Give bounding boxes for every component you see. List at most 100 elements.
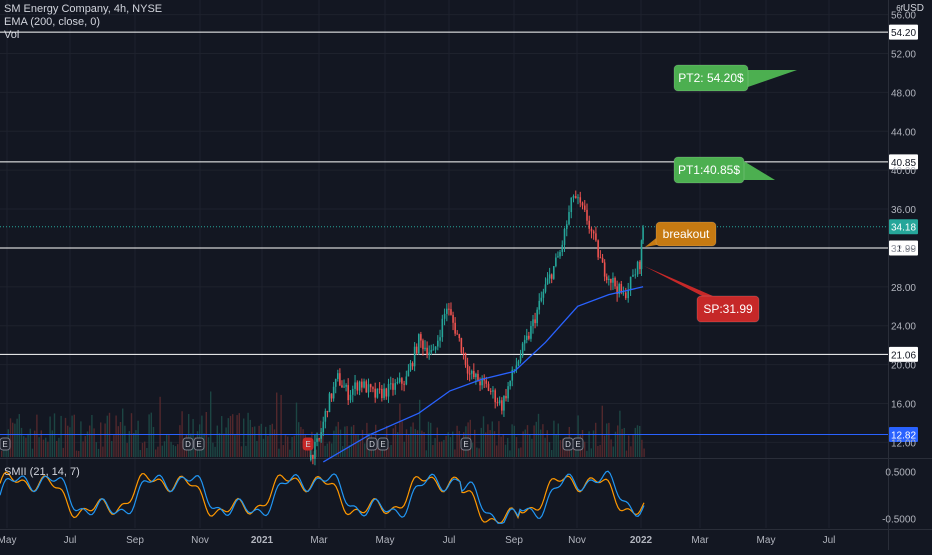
volume-bar xyxy=(177,444,179,457)
ema-200-line xyxy=(322,286,644,463)
ema-indicator-label[interactable]: EMA (200, close, 0) xyxy=(4,16,100,28)
volume-bar xyxy=(227,418,229,457)
volume-bar xyxy=(599,444,601,457)
candle-body xyxy=(458,334,461,339)
y-tick-label: 16.00 xyxy=(891,400,916,411)
candle-body xyxy=(492,390,494,392)
volume-bar xyxy=(168,435,170,457)
currency-prefix: 6f xyxy=(896,4,903,13)
volume-bar xyxy=(535,421,537,457)
candle-body xyxy=(536,309,538,324)
volume-bar xyxy=(20,427,23,457)
volume-bar xyxy=(133,433,135,457)
volume-indicator-label[interactable]: Vol xyxy=(4,29,20,41)
event-marker-label: E xyxy=(2,440,7,449)
candle-body xyxy=(318,438,320,440)
volume-bar xyxy=(262,438,265,457)
candle-body xyxy=(577,197,579,199)
candle-body xyxy=(464,353,467,365)
smii-tick-label: -0.5000 xyxy=(882,515,916,526)
y-tick-label: 24.00 xyxy=(891,322,916,333)
smii-legend[interactable]: SMII (21, 14, 7) xyxy=(4,466,80,478)
candle-body xyxy=(618,284,620,294)
volume-bar xyxy=(91,414,93,457)
x-tick-label: 2021 xyxy=(251,535,274,546)
volume-bar xyxy=(295,402,298,457)
volume-bar xyxy=(172,444,174,457)
candle-body xyxy=(489,390,492,392)
volume-bar xyxy=(529,434,531,457)
candle-body xyxy=(460,338,463,353)
volume-bar xyxy=(639,425,641,457)
symbol-title[interactable]: SM Energy Company, 4h, NYSE xyxy=(4,3,163,15)
volume-bar xyxy=(29,428,31,457)
volume-bar xyxy=(359,439,361,457)
candle-body xyxy=(588,220,591,229)
volume-bar xyxy=(229,415,232,457)
volume-bar xyxy=(157,446,159,457)
candle-body xyxy=(592,231,595,234)
volume-bar xyxy=(485,432,487,457)
candle-body xyxy=(579,197,582,203)
volume-bar xyxy=(243,418,245,457)
volume-bar xyxy=(526,425,529,457)
volume-bar xyxy=(621,428,623,457)
candle-body xyxy=(528,335,530,339)
volume-bar xyxy=(102,446,104,457)
volume-bar xyxy=(414,428,416,457)
candle-body xyxy=(608,278,610,281)
candle-body xyxy=(443,313,446,319)
volume-bar xyxy=(192,418,194,457)
candle-body xyxy=(326,411,329,413)
candle-body xyxy=(369,384,372,388)
volume-bar xyxy=(337,421,339,457)
candle-body xyxy=(590,228,593,232)
volume-bar xyxy=(210,391,212,457)
candle-body xyxy=(387,383,390,397)
volume-bar xyxy=(388,447,390,457)
volume-bar xyxy=(271,423,273,457)
volume-bar xyxy=(487,424,489,457)
candle-body xyxy=(446,308,448,314)
volume-bar xyxy=(117,426,119,457)
candle-body xyxy=(372,387,374,389)
candle-body xyxy=(496,402,499,404)
volume-bar xyxy=(476,447,478,457)
candle-body xyxy=(437,340,439,347)
candle-body xyxy=(330,393,333,399)
candle-body xyxy=(610,278,612,283)
candle-body xyxy=(542,291,545,298)
volume-bar xyxy=(577,415,579,457)
price-level-tag xyxy=(889,346,918,362)
volume-bar xyxy=(507,437,509,457)
volume-bar xyxy=(405,429,408,457)
candle-body xyxy=(448,308,450,310)
volume-bar xyxy=(75,450,78,457)
volume-bar xyxy=(97,448,100,457)
volume-bar xyxy=(421,430,423,457)
currency-label[interactable]: 6fUSD xyxy=(896,3,924,14)
x-tick-label: Mar xyxy=(310,535,328,546)
candle-body xyxy=(376,388,379,398)
candle-body xyxy=(466,364,469,374)
volume-bar xyxy=(542,424,544,457)
candle-body xyxy=(616,286,618,294)
candle-body xyxy=(550,274,553,279)
volume-bar xyxy=(544,437,546,457)
volume-bar xyxy=(630,446,632,457)
y-tick-label: 56.00 xyxy=(891,11,916,22)
volume-bar xyxy=(254,426,256,457)
volume-bar xyxy=(537,413,540,457)
volume-bar xyxy=(212,442,214,457)
volume-bar xyxy=(214,446,216,457)
candle-body xyxy=(312,454,314,459)
volume-bar xyxy=(531,438,533,457)
volume-bar xyxy=(280,394,282,457)
volume-bar xyxy=(135,430,137,457)
volume-bar xyxy=(293,435,295,457)
candle-body xyxy=(565,224,568,230)
breakout-callout-box xyxy=(655,221,717,247)
volume-bar xyxy=(555,434,557,457)
last-price-tag xyxy=(889,219,918,235)
